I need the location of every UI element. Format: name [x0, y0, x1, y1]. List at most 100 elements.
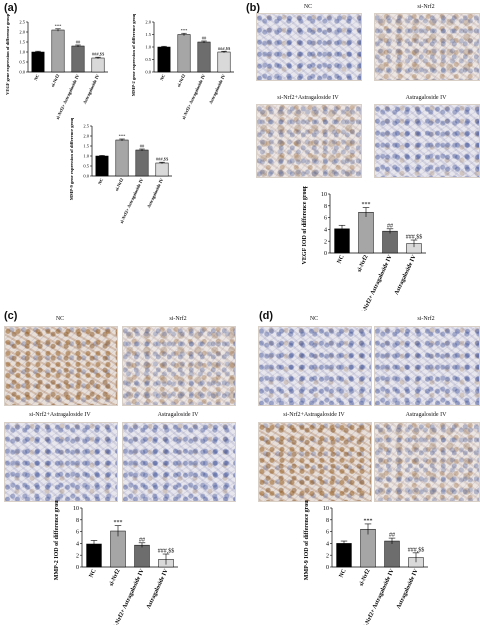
x-tick-label: Astragaloside IV [146, 177, 165, 209]
x-tick-label: Astragaloside IV [208, 73, 227, 105]
y-tick-label: 2.0 [145, 20, 151, 25]
chart-d: MMP-9 IOD of difference groups 0 2 4 6 8 10 NC *… [304, 500, 428, 625]
x-tick-label: NC [339, 568, 348, 578]
micro-label-b-nc: NC [303, 4, 313, 10]
significance-label: *** [55, 23, 63, 28]
significance-label: *** [119, 134, 127, 139]
x-tick-label: Astragaloside IV [146, 568, 170, 610]
y-tick-label: 10 [321, 192, 327, 198]
y-tick-label: 6 [76, 530, 79, 536]
micrograph-d-si-nrf2 [374, 326, 480, 406]
bar [197, 41, 211, 73]
x-tick-label: si-Nrf2 [176, 73, 187, 88]
x-tick-label: si-Nrf2+ Astragaloside IV [181, 73, 207, 120]
y-tick-label: 0.5 [83, 164, 89, 169]
y-tick-label: 2.5 [19, 20, 25, 25]
x-tick-label: si-Nrf2 [357, 254, 370, 273]
y-tick-label: 1.5 [83, 144, 89, 149]
x-tick-label: si-Nrf2 [359, 568, 372, 587]
bar [155, 162, 169, 177]
bar [134, 544, 150, 568]
x-tick-label: Astragaloside IV [396, 568, 420, 610]
y-tick-label: 2 [324, 239, 327, 245]
bar [115, 139, 129, 177]
y-tick-label: 0 [326, 565, 329, 571]
bar [157, 46, 171, 73]
panel-label-d: (d) [259, 310, 274, 322]
bar [177, 34, 191, 73]
y-tick-label: 10 [323, 506, 329, 512]
y-tick-label: 1.0 [145, 45, 151, 50]
micro-label-d-astra: Astragaloside IV [405, 412, 447, 418]
micrograph-b-astra [374, 104, 480, 178]
micrograph-c-nc [4, 326, 118, 406]
y-tick-label: 4 [326, 542, 329, 548]
y-tick-label: 2 [326, 553, 329, 559]
chart-a1: VEGF gene expression of difference group… [5, 14, 108, 120]
y-tick-label: 2.0 [83, 134, 89, 139]
y-tick-label: 1.5 [19, 40, 25, 45]
y-tick-label: 8 [326, 518, 329, 524]
micro-label-b-astra: Astragaloside IV [405, 95, 447, 101]
x-tick-label: si-Nrf2+ Astragaloside IV [119, 177, 145, 224]
significance-label: ###,$$ [218, 46, 231, 52]
panel-label-b: (b) [246, 2, 261, 14]
y-axis-label: MMP-9 gene expression of difference grou… [69, 118, 74, 200]
y-tick-label: 8 [324, 204, 327, 210]
significance-label: ## [389, 533, 395, 539]
micro-label-c-si: si-Nrf2 [169, 316, 187, 322]
y-tick-label: 0.0 [145, 70, 151, 75]
significance-label: ## [387, 223, 393, 229]
micrograph-d-nc [258, 326, 372, 406]
bar [71, 45, 85, 73]
y-axis-label: MMP-9 IOD of difference groups [304, 500, 310, 580]
significance-label: *** [364, 518, 373, 524]
significance-label: ###,$$ [406, 234, 423, 241]
y-tick-label: 0.0 [19, 70, 25, 75]
x-tick-label: NC [33, 73, 40, 81]
y-tick-label: 4 [324, 228, 327, 234]
y-axis-label: VEGF IOD of difference groups [302, 186, 308, 264]
y-tick-label: 0.5 [145, 57, 151, 62]
x-tick-label: si-Nrf2 [109, 568, 122, 587]
chart-a2: MMP-2 gene expression of difference grou… [131, 14, 234, 120]
bar [334, 228, 350, 254]
micro-label-d-si: si-Nrf2 [417, 316, 435, 322]
x-tick-label: NC [97, 177, 104, 185]
significance-label: ## [139, 537, 145, 543]
significance-label: ## [140, 144, 145, 149]
significance-label: ###,$$ [92, 52, 105, 58]
y-tick-label: 2.5 [83, 124, 89, 129]
significance-label: ## [76, 40, 81, 45]
y-tick-label: 1.5 [145, 32, 151, 37]
micrograph-c-astra [122, 422, 236, 502]
x-tick-label: si-Nrf2 [50, 73, 61, 88]
chart-c: MMP-2 IOD of difference groups 0 2 4 6 8 10 NC *… [54, 500, 178, 625]
x-tick-label: si-Nrf2+ Astragaloside IV [55, 73, 81, 120]
micro-label-b-si: si-Nrf2 [417, 4, 435, 10]
significance-label: *** [362, 202, 371, 208]
y-tick-label: 2 [76, 553, 79, 559]
significance-label: *** [114, 520, 123, 526]
significance-label: ###,$$ [156, 157, 169, 163]
y-tick-label: 6 [326, 530, 329, 536]
bar [110, 530, 126, 568]
micrograph-c-si-nrf2 [122, 326, 236, 406]
x-tick-label: NC [89, 568, 98, 578]
bar [51, 29, 65, 73]
panel-label-a: (a) [4, 2, 18, 14]
micro-label-c-astra: Astragaloside IV [157, 412, 199, 418]
micrograph-b-nc [256, 13, 362, 81]
micro-label-c-combo: si-Nrf2+Astragaloside IV [29, 412, 91, 418]
y-tick-label: 0 [76, 565, 79, 571]
bar [135, 149, 149, 177]
micro-label-d-nc: NC [309, 316, 319, 322]
micrograph-d-astra [374, 422, 480, 502]
micrograph-d-combo [258, 422, 372, 502]
y-tick-label: 0.5 [19, 60, 25, 65]
bar [382, 230, 398, 254]
x-tick-label: Astragaloside IV [394, 254, 418, 296]
y-tick-label: 0 [324, 251, 327, 257]
bar [217, 51, 231, 73]
y-tick-label: 0.0 [83, 174, 89, 179]
